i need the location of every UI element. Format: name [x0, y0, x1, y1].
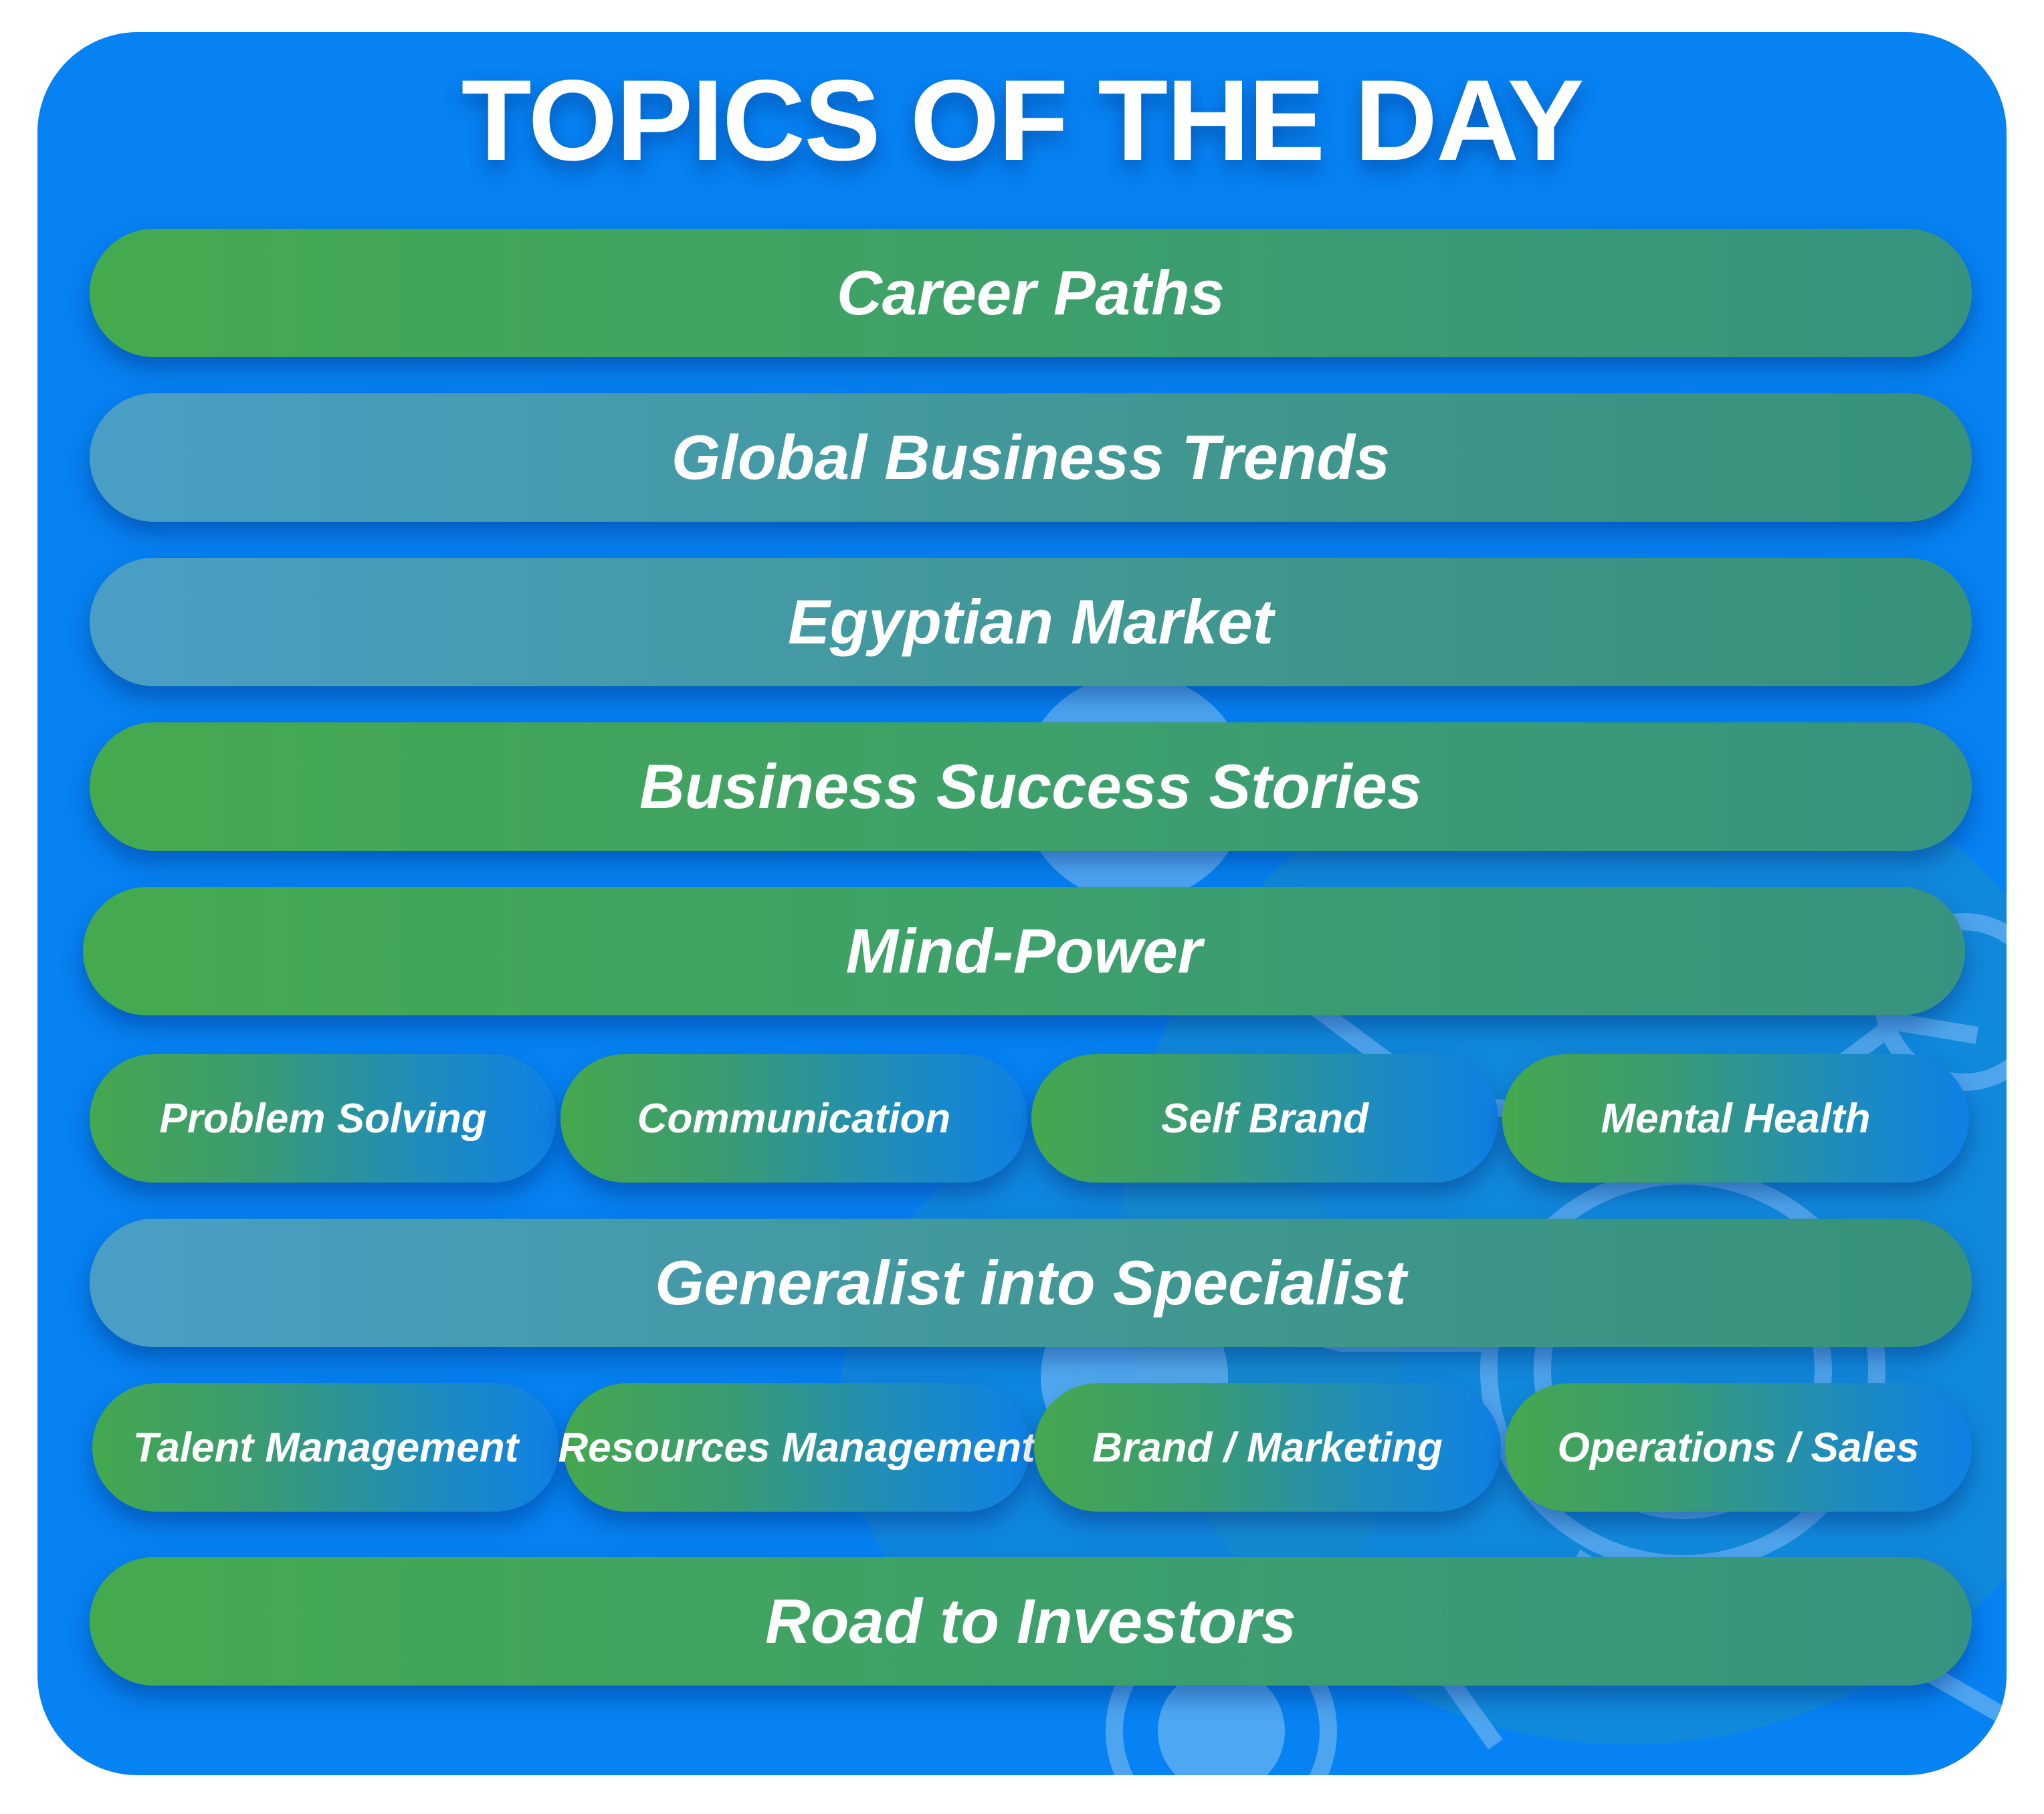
subtopic-mental-health: Mental Health	[1502, 1054, 1969, 1183]
topic-label: Career Paths	[837, 258, 1225, 328]
subtopic-talent-management: Talent Management	[92, 1383, 559, 1512]
topic-label: Egyptian Market	[787, 587, 1274, 657]
subtopic-brand-marketing: Brand / Marketing	[1034, 1383, 1501, 1512]
page-title: TOPICS OF THE DAY	[461, 56, 1585, 185]
subtopic-communication: Communication	[560, 1054, 1027, 1183]
subtopic-label: Talent Management	[132, 1424, 519, 1471]
subtopic-resources-management: Resources Management	[558, 1383, 1035, 1512]
subtopic-operations-sales: Operations / Sales	[1505, 1383, 1972, 1512]
subtopic-label: Operations / Sales	[1557, 1424, 1920, 1471]
topic-generalist-into-specialist: Generalist into Specialist	[90, 1219, 1972, 1347]
subtopic-problem-solving: Problem Solving	[90, 1054, 556, 1183]
topic-label: Business Success Stories	[639, 751, 1423, 821]
topic-label: Road to Investors	[765, 1586, 1296, 1656]
topic-global-business-trends: Global Business Trends	[90, 393, 1972, 522]
subtopic-label: Self Brand	[1160, 1095, 1369, 1142]
topic-road-to-investors: Road to Investors	[90, 1557, 1972, 1686]
topic-business-success-stories: Business Success Stories	[90, 722, 1972, 851]
topic-career-paths: Career Paths	[90, 229, 1972, 357]
subtopic-label: Communication	[637, 1095, 951, 1142]
topics-card: TOPICS OF THE DAY Career Paths Global Bu…	[37, 32, 2007, 1775]
topic-egyptian-market: Egyptian Market	[90, 558, 1972, 686]
subtopic-label: Problem Solving	[159, 1095, 487, 1142]
topic-label: Mind-Power	[845, 916, 1203, 986]
subtopic-label: Resources Management	[558, 1424, 1035, 1471]
subtopic-self-brand: Self Brand	[1031, 1054, 1498, 1183]
topic-label: Generalist into Specialist	[655, 1247, 1407, 1318]
subtopic-label: Mental Health	[1601, 1095, 1871, 1142]
subtopic-label: Brand / Marketing	[1092, 1424, 1443, 1471]
topic-label: Global Business Trends	[671, 422, 1391, 492]
topic-mind-power: Mind-Power	[83, 887, 1965, 1015]
